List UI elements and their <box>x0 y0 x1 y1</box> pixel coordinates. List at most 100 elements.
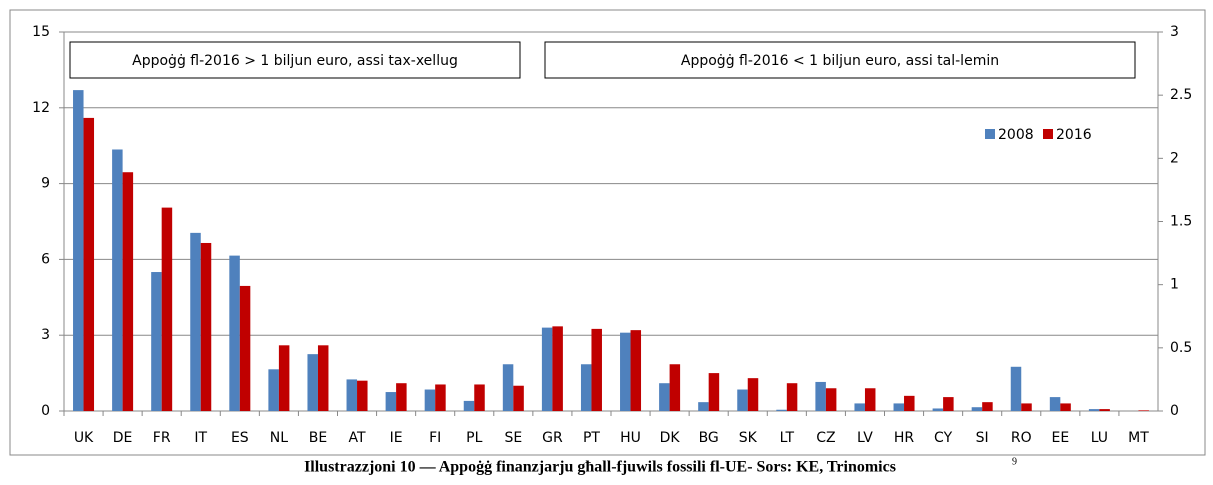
bar <box>620 332 631 411</box>
x-tick-label: LV <box>857 430 873 446</box>
bar <box>982 402 993 411</box>
bar <box>552 326 563 411</box>
x-tick-label: RO <box>1011 430 1032 446</box>
y-tick-label: 15 <box>32 24 50 40</box>
bar <box>893 403 905 411</box>
y-tick-label: 9 <box>41 176 50 192</box>
group-label: Appoġġ fl-2016 < 1 biljun euro, assi tal… <box>681 53 999 69</box>
y2-tick-label: 2 <box>1170 150 1179 166</box>
x-tick-label: BG <box>699 430 719 446</box>
x-tick-label: AT <box>349 430 366 446</box>
x-tick-label: PT <box>583 430 600 446</box>
bar <box>122 172 134 411</box>
y-tick-label: 12 <box>32 100 50 116</box>
bar <box>268 369 279 411</box>
y2-tick-label: 1 <box>1170 277 1179 293</box>
bar <box>776 409 787 411</box>
x-tick-label: SK <box>739 430 758 446</box>
x-tick-label: LT <box>780 430 795 446</box>
bar <box>385 392 397 411</box>
bar <box>747 378 759 411</box>
bar <box>580 364 592 411</box>
bar <box>630 330 642 411</box>
bar <box>1060 403 1071 411</box>
x-tick-label: GR <box>542 430 563 446</box>
bar <box>1049 397 1061 411</box>
bar <box>943 397 954 411</box>
bar <box>513 385 524 411</box>
bar <box>463 400 475 411</box>
x-tick-label: CZ <box>816 430 835 446</box>
y-tick-label: 0 <box>41 403 50 419</box>
y2-tick-label: 0.5 <box>1170 340 1192 356</box>
bar <box>698 402 709 411</box>
x-tick-label: NL <box>270 430 288 446</box>
x-tick-label: CY <box>934 430 953 446</box>
bar <box>541 327 553 411</box>
bar <box>669 364 681 411</box>
x-tick-label: LU <box>1091 430 1108 446</box>
y-tick-label: 6 <box>41 251 50 267</box>
group-label-box <box>544 41 1136 79</box>
x-tick-label: SE <box>504 430 522 446</box>
bar <box>932 408 944 411</box>
bar <box>1021 403 1032 411</box>
bar <box>112 149 123 412</box>
bar <box>190 232 201 411</box>
x-tick-label: UK <box>74 430 94 446</box>
bar <box>396 383 407 411</box>
bar <box>357 380 368 411</box>
caption: Illustrazzjoni 10 — Appoġġ finanzjarju g… <box>304 459 896 476</box>
legend-swatch <box>985 129 995 139</box>
legend-label: 2016 <box>1056 127 1092 143</box>
bar <box>904 395 915 411</box>
bar <box>1010 366 1022 411</box>
bar <box>1138 410 1149 411</box>
y2-tick-label: 0 <box>1170 403 1179 419</box>
chart-frame <box>9 9 1206 456</box>
x-tick-label: IE <box>390 430 403 446</box>
bar <box>659 383 670 411</box>
bar <box>307 354 318 411</box>
bar <box>864 388 876 411</box>
y-tick-label: 3 <box>41 327 50 343</box>
bar <box>474 384 485 411</box>
bar <box>200 242 212 411</box>
bar <box>971 407 983 411</box>
bar <box>435 384 446 411</box>
bar <box>239 285 251 411</box>
y2-tick-label: 1.5 <box>1170 214 1192 230</box>
bar <box>229 255 240 411</box>
bar <box>73 90 84 411</box>
bar <box>786 383 798 411</box>
x-tick-label: FI <box>429 430 441 446</box>
bar <box>346 379 358 411</box>
x-tick-label: MT <box>1128 430 1149 446</box>
bar <box>83 117 95 411</box>
bar <box>1088 409 1100 411</box>
y2-tick-label: 2.5 <box>1170 87 1192 103</box>
bar <box>161 207 173 411</box>
bar <box>424 389 436 411</box>
x-tick-label: PL <box>466 430 482 446</box>
group-label-box <box>69 41 521 79</box>
bar <box>737 389 748 411</box>
x-tick-label: DE <box>113 430 133 446</box>
bar <box>815 381 826 411</box>
y2-tick-label: 3 <box>1170 24 1179 40</box>
x-tick-label: DK <box>660 430 681 446</box>
bar <box>825 388 837 411</box>
group-label: Appoġġ fl-2016 > 1 biljun euro, assi tax… <box>132 53 458 69</box>
x-tick-label: SI <box>976 430 989 446</box>
x-tick-label: ES <box>231 430 249 446</box>
bar <box>502 364 514 411</box>
x-tick-label: EE <box>1051 430 1069 446</box>
bar <box>278 345 290 411</box>
x-tick-label: HU <box>620 430 641 446</box>
bar <box>1099 409 1110 411</box>
bar <box>708 373 720 411</box>
bar <box>591 328 602 411</box>
footnote: 9 <box>1012 456 1017 467</box>
bar <box>854 403 865 411</box>
